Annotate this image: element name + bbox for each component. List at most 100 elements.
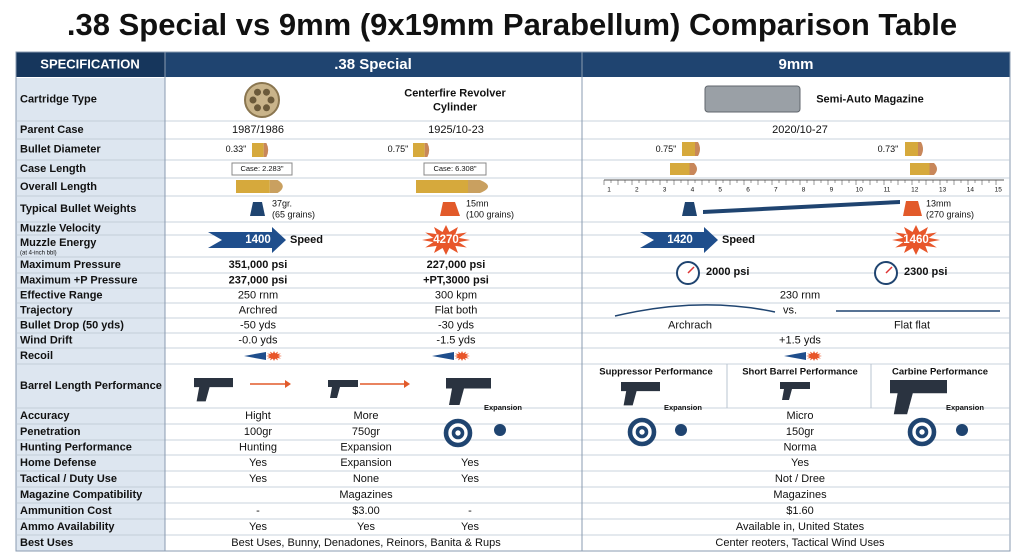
recoil-streak xyxy=(432,352,454,360)
cell-text: Flat flat xyxy=(894,319,930,331)
energy-burst xyxy=(806,351,822,361)
recoil-streak xyxy=(244,352,266,360)
cell-text: Magazines xyxy=(339,489,393,501)
cell-text: 300 kpm xyxy=(435,289,477,301)
cylinder-icon xyxy=(244,82,280,118)
weight-icon xyxy=(903,201,922,216)
case-label-box xyxy=(423,162,487,176)
cell-text: Yes xyxy=(461,473,479,485)
gun-icon xyxy=(194,378,233,402)
expansion-icon xyxy=(494,424,506,436)
ruler-label: 12 xyxy=(911,187,919,194)
row-label: Bullet Diameter xyxy=(20,143,101,155)
cell-text: -0.0 yds xyxy=(238,334,278,346)
cell-text: Yes xyxy=(249,521,267,533)
velocity-arrow xyxy=(640,227,718,253)
cell-text: Yes xyxy=(357,521,375,533)
energy-burst xyxy=(892,225,940,255)
cell-text: Best Uses, Bunny, Denadones, Reinors, Ba… xyxy=(231,537,501,549)
bullet-tip xyxy=(424,143,430,157)
weight-trend xyxy=(703,200,900,214)
header-bar xyxy=(16,52,1010,77)
cell-text: Center reoters, Tactical Wind Uses xyxy=(715,537,885,549)
cylinder-chamber xyxy=(254,88,261,96)
cell-text: Micro xyxy=(787,410,814,422)
cell-text: Hunting xyxy=(239,441,277,453)
row-label-sub: (at 4-inch bbl) xyxy=(20,251,57,257)
cell-text: vs. xyxy=(783,304,797,316)
cell-text: -1.5 yds xyxy=(436,334,476,346)
row-label: Barrel Length Performance xyxy=(20,380,162,392)
cell-text: Not / Dree xyxy=(775,473,825,485)
row-label: Home Defense xyxy=(20,457,96,469)
perf-arrow-head xyxy=(404,380,410,388)
row-label: Cartridge Type xyxy=(20,93,97,105)
row-label: Hunting Performance xyxy=(20,441,132,453)
cell-text: 237,000 psi xyxy=(229,274,288,286)
expansion-icon xyxy=(675,424,687,436)
cell-text: Available in, United States xyxy=(736,521,865,533)
cell-text: Semi-Auto Magazine xyxy=(816,93,924,105)
bullet-case xyxy=(252,143,264,157)
cell-text: Yes xyxy=(461,521,479,533)
row-label: Maximum +P Pressure xyxy=(20,274,138,286)
bullet-case xyxy=(416,180,468,193)
row-label: Maximum Pressure xyxy=(20,259,121,271)
cell-text: -50 yds xyxy=(240,319,277,331)
energy-burst xyxy=(266,351,282,361)
row-label: Wind Drift xyxy=(20,334,73,346)
cell-text: Magazines xyxy=(773,489,827,501)
cylinder-chamber xyxy=(267,96,275,104)
ruler-label: 1 xyxy=(607,187,611,194)
cell-text: Archred xyxy=(239,304,278,316)
recoil-streak xyxy=(784,352,806,360)
cell-text: 1925/10-23 xyxy=(428,124,484,136)
cell-text: Suppressor Performance xyxy=(599,367,713,378)
gun-icon xyxy=(621,382,660,406)
cell-text: 2020/10-27 xyxy=(772,124,828,136)
row-label: Best Uses xyxy=(20,537,73,549)
cell-text: Expansion xyxy=(946,403,984,412)
cell-text: Norma xyxy=(783,441,817,453)
ruler-label: 15 xyxy=(995,187,1003,194)
cell-text: +PT,3000 psi xyxy=(423,274,489,286)
ruler-label: 7 xyxy=(774,187,778,194)
cell-text: Expansion xyxy=(484,403,522,412)
velocity-arrow xyxy=(208,227,286,253)
ruler-label: 5 xyxy=(718,187,722,194)
ruler-label: 13 xyxy=(939,187,947,194)
row-label: Trajectory xyxy=(20,304,73,316)
row-label: Muzzle Energy xyxy=(20,237,97,249)
target-ring xyxy=(454,429,462,437)
cell-text: $3.00 xyxy=(352,505,380,517)
bullet-case xyxy=(682,142,695,156)
cell-text: $1.60 xyxy=(786,505,814,517)
cylinder-chamber xyxy=(249,96,257,104)
perf-arrow-head xyxy=(285,380,291,388)
cell-text: Expansion xyxy=(664,403,702,412)
bullet-tip xyxy=(695,142,700,156)
bullet-case xyxy=(236,180,270,193)
bullet-tip xyxy=(468,180,488,193)
header-spec: SPECIFICATION xyxy=(40,56,139,71)
cell-text: Expansion xyxy=(340,441,391,453)
cell-text: 13mm xyxy=(926,198,951,208)
cell-text: 1987/1986 xyxy=(232,124,284,136)
row-label: Recoil xyxy=(20,350,53,362)
weight-icon xyxy=(250,202,265,216)
cell-text: More xyxy=(353,410,378,422)
bullet-tip xyxy=(263,143,269,157)
cell-text: Short Barrel Performance xyxy=(742,367,858,378)
weight-icon xyxy=(682,202,697,216)
bullet-case xyxy=(910,163,930,175)
target-ring xyxy=(918,428,926,436)
cell-text: 0.75" xyxy=(388,144,409,154)
ruler-label: 3 xyxy=(663,187,667,194)
cell-text: 0.33" xyxy=(226,144,247,154)
trajectory-arc xyxy=(614,304,776,317)
energy-burst xyxy=(422,225,470,255)
table-border xyxy=(15,51,1011,552)
ruler-label: 14 xyxy=(967,187,975,194)
row-label: Magazine Compatibility xyxy=(20,489,143,501)
case-label-box xyxy=(231,162,293,176)
